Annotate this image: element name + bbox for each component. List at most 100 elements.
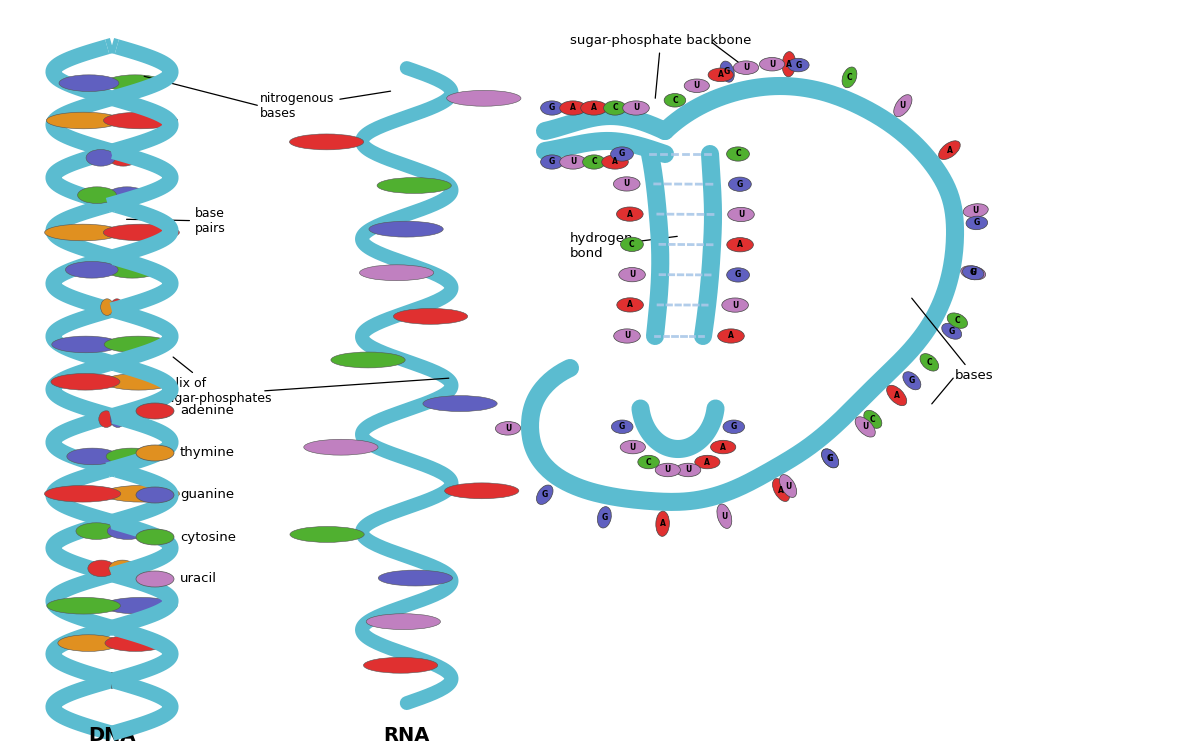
Ellipse shape <box>290 134 364 150</box>
Text: U: U <box>685 466 691 475</box>
Text: G: G <box>795 60 802 70</box>
Ellipse shape <box>59 75 119 91</box>
Ellipse shape <box>377 178 452 194</box>
Text: U: U <box>862 423 869 432</box>
Ellipse shape <box>726 237 753 252</box>
Ellipse shape <box>726 268 750 282</box>
Ellipse shape <box>52 336 120 353</box>
Ellipse shape <box>623 101 650 115</box>
Ellipse shape <box>718 329 744 343</box>
Ellipse shape <box>962 266 983 280</box>
Ellipse shape <box>729 177 751 191</box>
Text: U: U <box>628 270 635 279</box>
Text: uracil: uracil <box>180 572 217 585</box>
Ellipse shape <box>614 329 640 343</box>
Text: U: U <box>970 268 976 277</box>
Ellipse shape <box>963 203 988 218</box>
Ellipse shape <box>961 266 986 280</box>
Ellipse shape <box>58 635 119 652</box>
Ellipse shape <box>104 597 177 614</box>
Text: G: G <box>737 180 743 189</box>
Ellipse shape <box>942 324 962 339</box>
Ellipse shape <box>619 268 645 282</box>
Ellipse shape <box>611 147 633 161</box>
Text: C: C <box>955 316 960 325</box>
Ellipse shape <box>304 439 378 455</box>
Text: sugar-phosphate backbone: sugar-phosphate backbone <box>569 35 751 98</box>
Text: helix of
sugar-phosphates: helix of sugar-phosphates <box>160 357 271 405</box>
Text: guanine: guanine <box>180 488 235 501</box>
Text: A: A <box>786 60 792 69</box>
Text: U: U <box>665 466 671 475</box>
Text: A: A <box>894 391 900 400</box>
Ellipse shape <box>601 155 628 169</box>
Text: U: U <box>693 81 700 90</box>
Text: G: G <box>949 327 955 336</box>
Text: C: C <box>736 150 740 159</box>
Text: U: U <box>505 424 512 433</box>
Ellipse shape <box>51 373 120 390</box>
Ellipse shape <box>656 511 670 536</box>
Ellipse shape <box>772 479 790 501</box>
Text: RNA: RNA <box>383 726 430 745</box>
Ellipse shape <box>495 422 521 435</box>
Ellipse shape <box>45 224 120 241</box>
Ellipse shape <box>136 487 174 503</box>
Ellipse shape <box>598 507 612 528</box>
Ellipse shape <box>664 94 686 107</box>
Text: A: A <box>729 331 735 340</box>
Text: A: A <box>660 519 665 528</box>
Text: G: G <box>541 490 548 499</box>
Ellipse shape <box>367 614 441 630</box>
Text: base
pairs: base pairs <box>126 207 225 235</box>
Text: G: G <box>549 157 555 166</box>
Text: U: U <box>973 206 979 215</box>
Text: hydrogen
bond: hydrogen bond <box>569 232 677 260</box>
Ellipse shape <box>444 483 519 499</box>
Text: G: G <box>970 268 976 277</box>
Text: C: C <box>591 157 597 166</box>
Ellipse shape <box>111 299 124 315</box>
Text: G: G <box>619 150 625 159</box>
Text: G: G <box>549 104 555 113</box>
Text: G: G <box>974 218 980 228</box>
Ellipse shape <box>378 570 453 586</box>
Ellipse shape <box>541 155 564 169</box>
Text: A: A <box>627 300 633 309</box>
Ellipse shape <box>582 155 605 169</box>
Ellipse shape <box>617 207 643 222</box>
Ellipse shape <box>717 504 732 528</box>
Text: G: G <box>619 423 625 431</box>
Text: C: C <box>672 96 678 105</box>
Ellipse shape <box>105 635 166 652</box>
Text: thymine: thymine <box>180 447 235 460</box>
Text: U: U <box>738 210 744 219</box>
Text: U: U <box>769 60 775 69</box>
Ellipse shape <box>920 354 938 371</box>
Ellipse shape <box>106 262 159 278</box>
Ellipse shape <box>887 386 907 406</box>
Text: U: U <box>569 157 577 166</box>
Text: U: U <box>722 512 727 521</box>
Ellipse shape <box>788 58 809 72</box>
Ellipse shape <box>822 449 838 468</box>
Text: A: A <box>947 146 953 155</box>
Ellipse shape <box>560 101 586 115</box>
Text: A: A <box>720 442 726 451</box>
Text: A: A <box>591 104 597 113</box>
Text: A: A <box>704 457 710 466</box>
Ellipse shape <box>369 222 443 237</box>
Ellipse shape <box>822 449 838 468</box>
Ellipse shape <box>638 455 659 469</box>
Text: U: U <box>900 101 905 110</box>
Ellipse shape <box>676 463 700 477</box>
Text: G: G <box>909 376 915 386</box>
Ellipse shape <box>104 336 172 353</box>
Ellipse shape <box>65 262 118 278</box>
Ellipse shape <box>67 448 118 465</box>
Ellipse shape <box>782 51 796 77</box>
Ellipse shape <box>620 237 644 252</box>
Text: A: A <box>718 70 724 79</box>
Text: A: A <box>571 104 575 113</box>
Ellipse shape <box>694 455 720 469</box>
